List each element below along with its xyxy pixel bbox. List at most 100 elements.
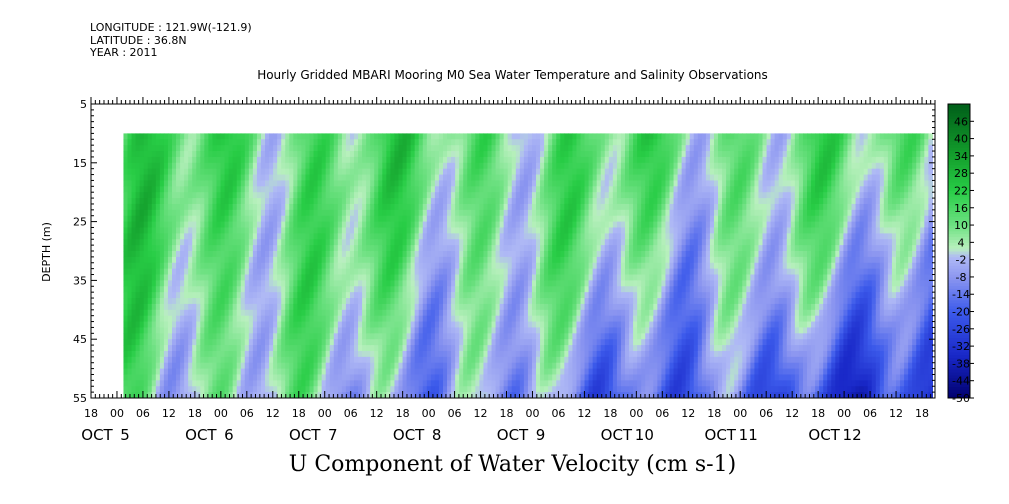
heatmap-cell bbox=[240, 174, 246, 182]
heatmap-cell bbox=[127, 368, 133, 376]
heatmap-cell bbox=[313, 380, 319, 387]
heatmap-cell bbox=[139, 203, 145, 211]
heatmap-cell bbox=[455, 380, 460, 387]
heatmap-cell bbox=[317, 274, 323, 281]
heatmap-cell bbox=[184, 227, 189, 234]
heatmap-cell bbox=[265, 380, 270, 387]
heatmap-cell bbox=[447, 139, 452, 146]
heatmap-cell bbox=[127, 192, 133, 199]
heatmap-cell bbox=[568, 162, 574, 170]
heatmap-cell bbox=[256, 368, 262, 376]
heatmap-cell bbox=[180, 133, 185, 140]
heatmap-cell bbox=[155, 268, 161, 276]
heatmap-cell bbox=[273, 333, 278, 340]
heatmap-cell bbox=[131, 156, 137, 164]
heatmap-cell bbox=[143, 139, 149, 146]
heatmap-cell bbox=[301, 280, 307, 287]
heatmap-cell bbox=[349, 368, 355, 376]
heatmap-cell bbox=[188, 145, 193, 152]
heatmap-cell bbox=[273, 374, 278, 381]
heatmap-cell bbox=[442, 298, 448, 305]
heatmap-cell bbox=[293, 333, 298, 340]
heatmap-cell bbox=[438, 168, 444, 176]
heatmap-cell bbox=[463, 368, 468, 376]
heatmap-cell bbox=[236, 203, 242, 211]
heatmap-cell bbox=[422, 268, 428, 276]
heatmap-cell bbox=[240, 345, 246, 352]
heatmap-cell bbox=[301, 203, 307, 211]
heatmap-cell bbox=[366, 203, 371, 211]
heatmap-cell bbox=[548, 198, 553, 205]
heatmap-cell bbox=[544, 162, 549, 170]
heatmap-cell bbox=[487, 280, 493, 287]
heatmap-cell bbox=[192, 162, 197, 170]
heatmap-cell bbox=[564, 350, 569, 358]
heatmap-cell bbox=[483, 174, 489, 182]
heatmap-cell bbox=[358, 215, 363, 223]
heatmap-cell bbox=[544, 227, 549, 234]
heatmap-cell bbox=[256, 268, 262, 276]
heatmap-cell bbox=[244, 374, 250, 381]
heatmap-cell bbox=[430, 133, 436, 140]
heatmap-cell bbox=[438, 209, 444, 217]
heatmap-cell bbox=[370, 262, 375, 270]
heatmap-cell bbox=[309, 168, 315, 176]
heatmap-cell bbox=[467, 292, 472, 299]
heatmap-cell bbox=[236, 333, 242, 340]
heatmap-cell bbox=[475, 198, 480, 205]
heatmap-cell bbox=[414, 303, 420, 311]
heatmap-cell bbox=[370, 245, 375, 252]
heatmap-cell bbox=[123, 374, 129, 381]
heatmap-cell bbox=[564, 198, 569, 205]
heatmap-cell bbox=[184, 262, 189, 270]
heatmap-cell bbox=[471, 180, 476, 187]
heatmap-cell bbox=[333, 151, 339, 158]
heatmap-cell bbox=[204, 274, 209, 281]
heatmap-cell bbox=[544, 268, 549, 276]
heatmap-cell bbox=[447, 315, 452, 323]
heatmap-cell bbox=[358, 309, 363, 317]
heatmap-cell bbox=[374, 333, 379, 340]
heatmap-cell bbox=[204, 233, 209, 240]
heatmap-cell bbox=[548, 286, 553, 293]
heatmap-cell bbox=[216, 209, 222, 217]
heatmap-cell bbox=[345, 156, 351, 164]
heatmap-cell bbox=[406, 239, 412, 246]
heatmap-cell bbox=[297, 350, 303, 358]
heatmap-cell bbox=[463, 239, 468, 246]
heatmap-cell bbox=[252, 386, 258, 393]
heatmap-cell bbox=[329, 386, 335, 393]
heatmap-cell bbox=[289, 133, 294, 140]
heatmap-cell bbox=[252, 198, 258, 205]
heatmap-cell bbox=[552, 350, 557, 358]
heatmap-cell bbox=[244, 139, 250, 146]
heatmap-cell bbox=[349, 280, 355, 287]
heatmap-cell bbox=[212, 268, 218, 276]
heatmap-cell bbox=[248, 321, 254, 329]
heatmap-cell bbox=[163, 268, 169, 276]
heatmap-cell bbox=[374, 221, 379, 229]
heatmap-cell bbox=[345, 174, 351, 182]
heatmap-cell bbox=[159, 368, 165, 376]
heatmap-cell bbox=[244, 356, 250, 364]
heatmap-cell bbox=[309, 233, 315, 240]
heatmap-cell bbox=[163, 362, 169, 370]
heatmap-cell bbox=[451, 309, 456, 317]
heatmap-cell bbox=[289, 327, 294, 334]
heatmap-cell bbox=[564, 192, 569, 199]
heatmap-cell bbox=[196, 298, 201, 305]
heatmap-cell bbox=[143, 215, 149, 223]
heatmap-cell bbox=[422, 309, 428, 317]
heatmap-cell bbox=[362, 262, 367, 270]
heatmap-cell bbox=[515, 374, 521, 381]
heatmap-cell bbox=[483, 280, 489, 287]
heatmap-cell bbox=[487, 209, 493, 217]
heatmap-cell bbox=[523, 209, 529, 217]
heatmap-cell bbox=[463, 345, 468, 352]
heatmap-cell bbox=[321, 192, 327, 199]
heatmap-cell bbox=[414, 174, 420, 182]
heatmap-cell bbox=[467, 298, 472, 305]
heatmap-cell bbox=[135, 162, 141, 170]
heatmap-cell bbox=[345, 180, 351, 187]
heatmap-cell bbox=[564, 362, 569, 370]
